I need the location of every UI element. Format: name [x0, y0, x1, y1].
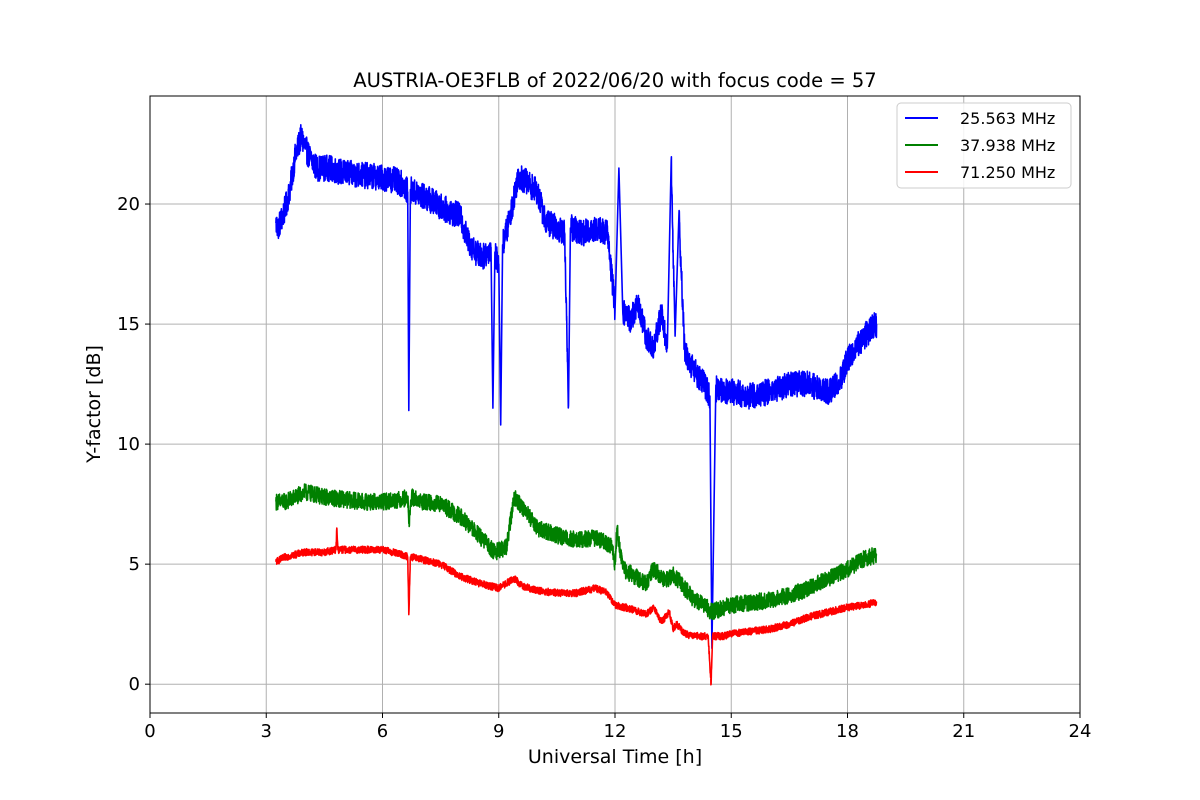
legend-label-37938: 37.938 MHz [960, 136, 1055, 155]
x-tick-label: 6 [377, 721, 388, 742]
legend-box [896, 102, 1072, 189]
y-tick-label: 15 [117, 314, 140, 335]
series-line-37938 [275, 483, 878, 621]
y-tick-label: 5 [129, 554, 140, 575]
x-tick-label: 18 [836, 721, 859, 742]
series-line-25563 [275, 124, 878, 650]
y-tick-label: 20 [117, 194, 140, 215]
x-tick-label: 12 [604, 721, 627, 742]
x-tick-label: 24 [1069, 721, 1092, 742]
series-line-71250 [275, 527, 878, 686]
x-tick-label: 21 [952, 721, 975, 742]
x-tick-label: 0 [144, 721, 155, 742]
legend-label-71250: 71.250 MHz [960, 163, 1055, 182]
y-tick-label: 0 [129, 674, 140, 695]
axis-ticks: 0 3 6 9 12 15 18 21 24 0 5 10 15 20 [117, 194, 1091, 742]
y-tick-label: 10 [117, 434, 140, 455]
y-axis-label: Y-factor [dB] [83, 345, 105, 464]
x-tick-label: 3 [261, 721, 272, 742]
legend-label-25563: 25.563 MHz [960, 109, 1055, 128]
chart-title: AUSTRIA-OE3FLB of 2022/06/20 with focus … [353, 69, 876, 92]
series-lines [275, 124, 878, 686]
x-axis-label: Universal Time [h] [528, 746, 702, 768]
legend: 25.563 MHz 37.938 MHz 71.250 MHz [896, 102, 1072, 189]
x-tick-label: 15 [720, 721, 743, 742]
x-tick-label: 9 [493, 721, 504, 742]
